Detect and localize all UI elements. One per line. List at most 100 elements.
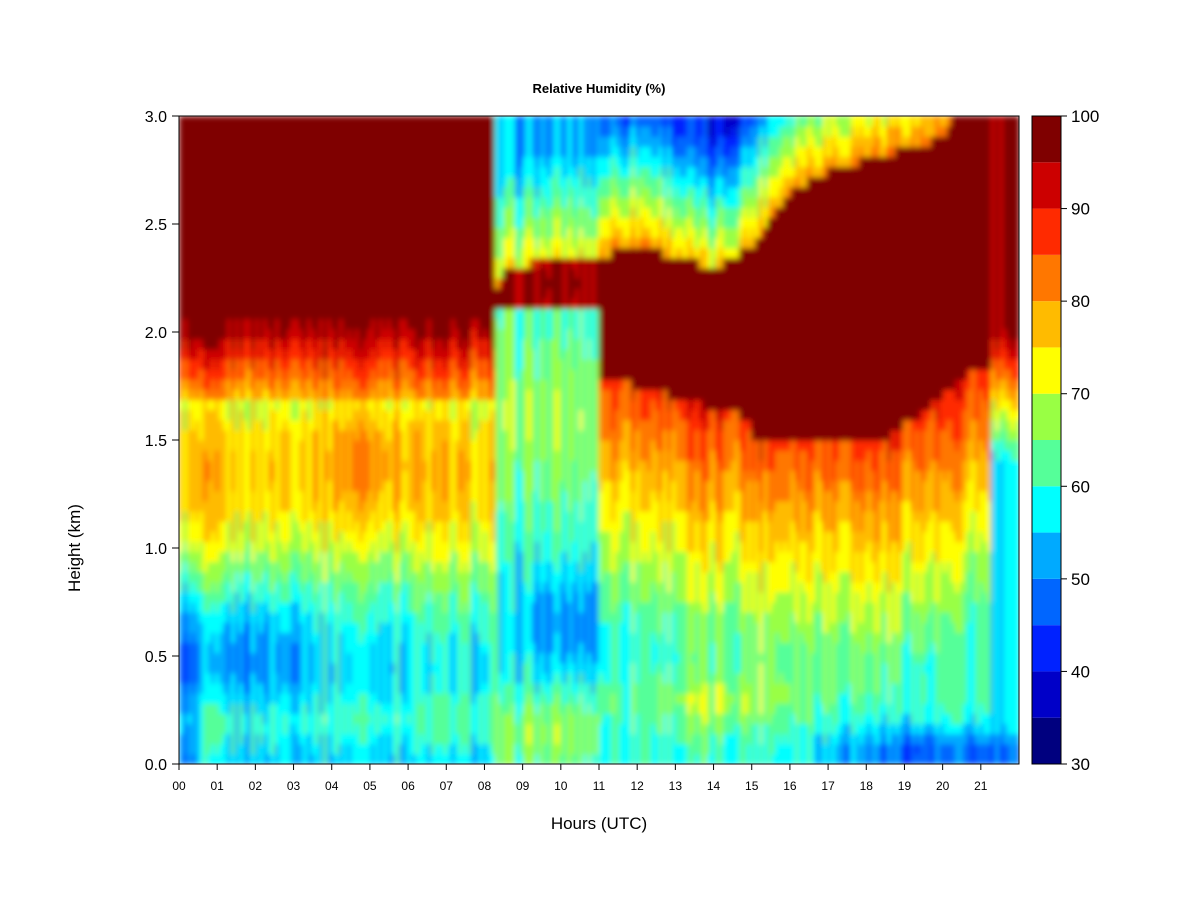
heatmap-cell (439, 521, 444, 532)
heatmap-cell (435, 116, 440, 127)
heatmap-cell (299, 288, 304, 299)
heatmap-cell (267, 753, 272, 764)
heatmap-cell (451, 612, 456, 623)
heatmap-cell (223, 703, 228, 714)
heatmap-cell (359, 440, 364, 451)
heatmap-cell (291, 298, 296, 309)
heatmap-cell (415, 409, 420, 421)
heatmap-cell (455, 652, 460, 664)
heatmap-cell (191, 662, 196, 674)
heatmap-cell (227, 683, 232, 694)
heatmap-cell (379, 348, 384, 360)
heatmap-cell (191, 602, 196, 613)
heatmap-cell (255, 683, 260, 694)
heatmap-cell (187, 399, 192, 411)
heatmap-cell (267, 470, 272, 482)
heatmap-cell (275, 632, 280, 644)
heatmap-cell (235, 359, 240, 370)
heatmap-cell (307, 369, 312, 380)
heatmap-cell (247, 278, 252, 289)
heatmap-cell (231, 409, 236, 421)
heatmap-cell (443, 267, 448, 279)
heatmap-cell (415, 652, 420, 664)
heatmap-cell (331, 662, 336, 674)
heatmap-cell (311, 217, 316, 228)
heatmap-cell (311, 257, 316, 269)
heatmap-cell (379, 328, 384, 340)
heatmap-cell (475, 186, 480, 198)
heatmap-cell (383, 247, 388, 259)
heatmap-cell (399, 460, 404, 471)
heatmap-cell (395, 440, 400, 451)
heatmap-cell (403, 389, 408, 401)
heatmap-cell (271, 257, 276, 269)
heatmap-cell (407, 399, 412, 411)
heatmap-cell (243, 521, 248, 532)
heatmap-cell (407, 227, 412, 239)
heatmap-cell (323, 531, 328, 542)
heatmap-cell (255, 510, 260, 522)
heatmap-cell (339, 197, 344, 208)
heatmap-cell (199, 298, 204, 309)
heatmap-cell (227, 389, 232, 401)
heatmap-cell (271, 328, 276, 340)
heatmap-cell (259, 399, 264, 411)
heatmap-cell (363, 581, 368, 593)
heatmap-cell (351, 440, 356, 451)
heatmap-cell (303, 551, 308, 563)
heatmap-cell (195, 278, 200, 289)
heatmap-cell (343, 612, 348, 623)
heatmap-cell (487, 703, 492, 714)
heatmap-cell (207, 247, 212, 259)
heatmap-cell (487, 217, 492, 228)
heatmap-cell (479, 328, 484, 340)
heatmap-cell (183, 247, 188, 259)
heatmap-cell (307, 359, 312, 370)
heatmap-cell (479, 136, 484, 147)
heatmap-cell (471, 207, 476, 218)
heatmap-cell (327, 186, 332, 198)
heatmap-cell (291, 531, 296, 542)
heatmap-cell (311, 612, 316, 623)
heatmap-cell (279, 369, 284, 380)
heatmap-cell (223, 267, 228, 279)
heatmap-cell (467, 602, 472, 613)
heatmap-cell (287, 359, 292, 370)
heatmap-cell (259, 662, 264, 674)
heatmap-cell (399, 348, 404, 360)
heatmap-cell (287, 753, 292, 764)
heatmap-cell (395, 348, 400, 360)
heatmap-cell (275, 551, 280, 563)
heatmap-cell (447, 510, 452, 522)
heatmap-cell (219, 308, 224, 320)
heatmap-cell (331, 713, 336, 725)
heatmap-cell (235, 318, 240, 330)
heatmap-cell (203, 713, 208, 725)
heatmap-cell (307, 602, 312, 613)
heatmap-cell (203, 338, 208, 350)
heatmap-cell (239, 581, 244, 593)
heatmap-cell (463, 207, 468, 218)
heatmap-cell (423, 278, 428, 289)
heatmap-cell (455, 662, 460, 674)
heatmap-cell (391, 207, 396, 218)
heatmap-cell (347, 298, 352, 309)
heatmap-cell (219, 136, 224, 147)
heatmap-cell (259, 207, 264, 218)
heatmap-cell (375, 156, 380, 168)
heatmap-cell (343, 308, 348, 320)
heatmap-cell (283, 227, 288, 239)
heatmap-cell (183, 632, 188, 644)
heatmap-cell (259, 267, 264, 279)
heatmap-cell (475, 369, 480, 380)
heatmap-cell (215, 318, 220, 330)
heatmap-cell (223, 217, 228, 228)
heatmap-cell (315, 733, 320, 745)
heatmap-cell (311, 207, 316, 218)
heatmap-cell (379, 136, 384, 147)
heatmap-cell (351, 318, 356, 330)
heatmap-cell (231, 591, 236, 603)
heatmap-cell (235, 683, 240, 694)
heatmap-cell (467, 176, 472, 188)
heatmap-cell (403, 267, 408, 279)
